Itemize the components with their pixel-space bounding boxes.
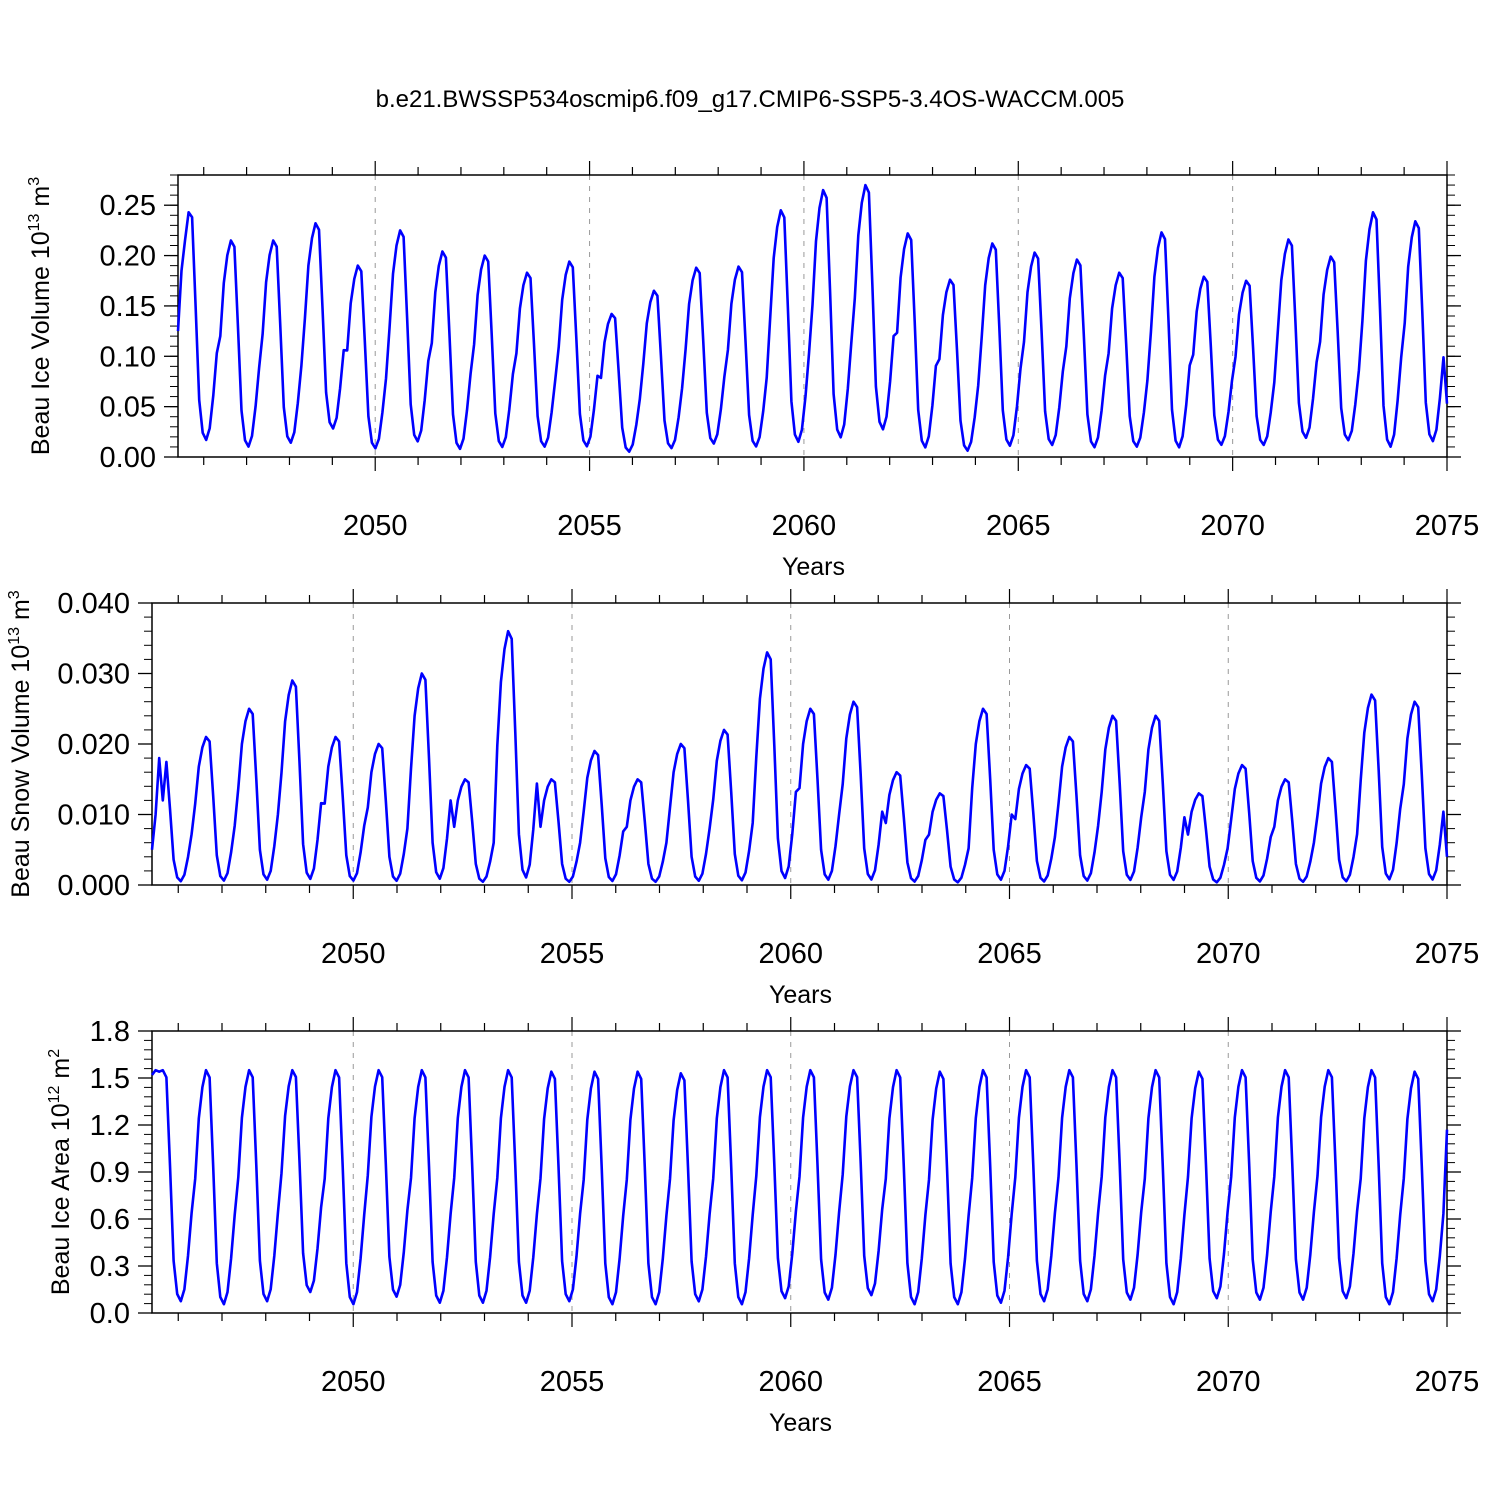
- y-tick-label: 0.00: [100, 442, 156, 474]
- x-tick-label: 2065: [986, 510, 1051, 542]
- x-tick-label: 2050: [343, 510, 408, 542]
- x-tick-label: 2055: [540, 1366, 605, 1398]
- y-tick-label: 0.010: [57, 800, 130, 832]
- y-tick-label: 1.8: [90, 1016, 130, 1048]
- x-tick-label: 2065: [977, 1366, 1042, 1398]
- x-tick-label: 2050: [321, 1366, 386, 1398]
- series-line-ice-volume: [176, 183, 1449, 453]
- chart-snow-volume: 2050 2055 2060 2065 2070 2075 Years 0.000 0.010 0…: [6, 588, 1479, 1009]
- y-tick-label: 1.5: [90, 1063, 130, 1095]
- y-tick-label: 0.000: [57, 870, 130, 902]
- y-tick-label: 0.15: [100, 291, 156, 323]
- x-axis-title: Years: [769, 981, 832, 1009]
- x-tick-label: 2075: [1415, 938, 1480, 970]
- x-tick-label: 2060: [758, 1366, 823, 1398]
- y-axis-title: Beau Ice Volume 1013 m3: [26, 177, 55, 455]
- y-tick-label: 0.040: [57, 588, 130, 620]
- x-tick-label: 2055: [557, 510, 622, 542]
- x-tick-label: 2070: [1200, 510, 1265, 542]
- y-axis-title: Beau Snow Volume 1013 m3: [6, 590, 35, 898]
- x-tick-label: 2060: [758, 938, 823, 970]
- x-axis-title: Years: [769, 1409, 832, 1437]
- chart-ice-volume: 2050 2055 2060 2065 2070 2075 Years 0.00 0.05 0.1…: [26, 161, 1479, 581]
- y-tick-label: 0.030: [57, 659, 130, 691]
- x-axis-title: Years: [782, 553, 845, 581]
- x-tick-label: 2075: [1415, 510, 1480, 542]
- x-tick-label: 2075: [1415, 1366, 1480, 1398]
- y-tick-label: 0.3: [90, 1251, 130, 1283]
- y-tick-label: 0.6: [90, 1204, 130, 1236]
- chart-ice-area: 2050 2055 2060 2065 2070 2075 Years 0.0 0.3 0.6 0.…: [46, 1016, 1479, 1437]
- x-tick-label: 2055: [540, 938, 605, 970]
- y-tick-label: 0.20: [100, 241, 156, 273]
- series-line-ice-area: [150, 1068, 1449, 1306]
- y-tick-label: 0.9: [90, 1157, 130, 1189]
- y-tick-label: 1.2: [90, 1110, 130, 1142]
- y-tick-label: 0.10: [100, 341, 156, 373]
- x-tick-label: 2070: [1196, 938, 1261, 970]
- y-axis-title: Beau Ice Area 1012 m2: [46, 1049, 75, 1295]
- y-tick-label: 0.0: [90, 1298, 130, 1330]
- y-tick-label: 0.05: [100, 392, 156, 424]
- y-tick-label: 0.25: [100, 190, 156, 222]
- series-line-snow-volume: [150, 629, 1449, 884]
- x-tick-label: 2065: [977, 938, 1042, 970]
- chart-title: b.e21.BWSSP534oscmip6.f09_g17.CMIP6-SSP5…: [375, 86, 1125, 113]
- x-tick-label: 2070: [1196, 1366, 1261, 1398]
- y-tick-label: 0.020: [57, 729, 130, 761]
- x-tick-label: 2050: [321, 938, 386, 970]
- x-tick-label: 2060: [772, 510, 837, 542]
